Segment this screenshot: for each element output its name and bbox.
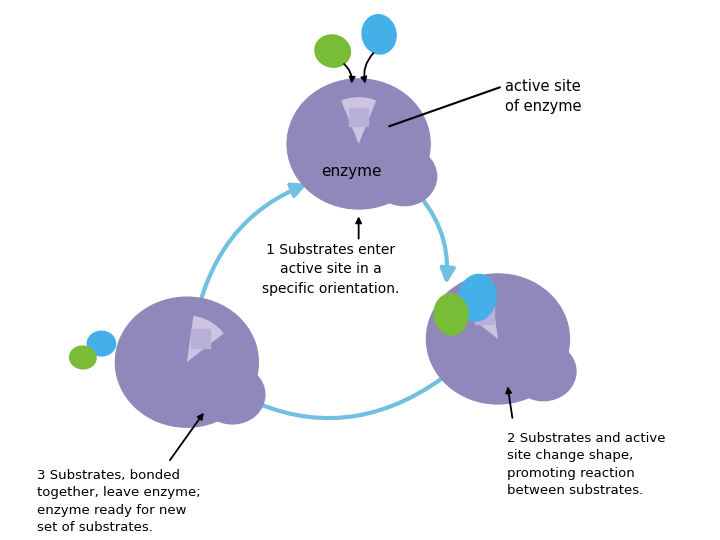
- Bar: [474, 306, 494, 325]
- Bar: [191, 329, 210, 348]
- Text: active site
of enzyme: active site of enzyme: [505, 79, 582, 114]
- Text: enzyme: enzyme: [321, 164, 382, 179]
- Wedge shape: [341, 97, 376, 144]
- Ellipse shape: [511, 342, 576, 401]
- Ellipse shape: [361, 14, 397, 55]
- Text: 3 Substrates, bonded
together, leave enzyme;
enzyme ready for new
set of substra: 3 Substrates, bonded together, leave enz…: [37, 469, 201, 535]
- Ellipse shape: [69, 346, 96, 369]
- Ellipse shape: [372, 147, 436, 206]
- Wedge shape: [461, 293, 498, 339]
- Text: 2 Substrates and active
site change shape,
promoting reaction
between substrates: 2 Substrates and active site change shap…: [507, 432, 666, 497]
- Ellipse shape: [287, 79, 430, 209]
- Text: 1 Substrates enter
active site in a
specific orientation.: 1 Substrates enter active site in a spec…: [262, 243, 400, 296]
- Ellipse shape: [457, 274, 497, 322]
- Ellipse shape: [200, 366, 265, 424]
- Ellipse shape: [115, 297, 258, 427]
- Ellipse shape: [433, 293, 469, 336]
- Ellipse shape: [86, 330, 117, 356]
- Bar: [349, 107, 369, 126]
- Ellipse shape: [314, 34, 351, 68]
- Ellipse shape: [426, 274, 570, 404]
- Wedge shape: [187, 316, 224, 362]
